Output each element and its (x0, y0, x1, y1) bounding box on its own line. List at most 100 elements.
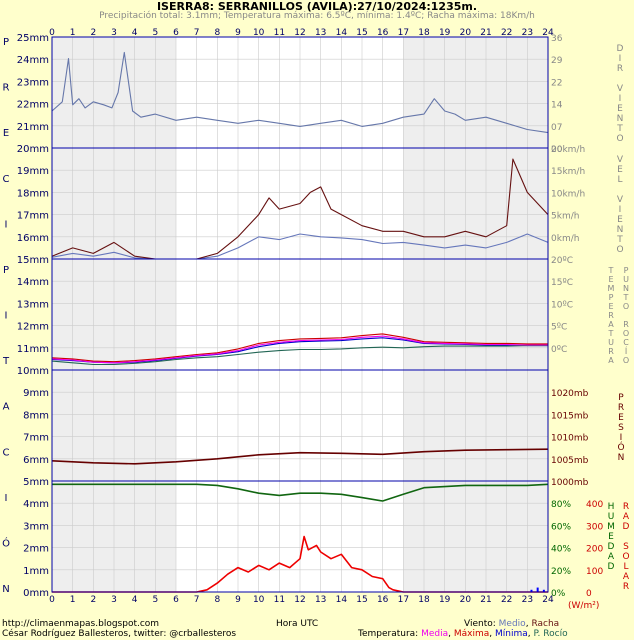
pressure-vertical-label-char: P (618, 393, 624, 403)
hour-tick-bottom: 22 (501, 595, 512, 605)
humidity-tick: 0% (551, 589, 566, 599)
hour-tick-bottom: 5 (152, 595, 158, 605)
mm-tick-label: 8mm (23, 410, 49, 421)
temp-tick: 20ºC (551, 256, 573, 266)
axis-labels: 0011223344556677889910101111121213131414… (2, 28, 630, 611)
solar-vertical-label-char: R (623, 502, 629, 512)
pressure-vertical-label-char: E (618, 413, 624, 423)
precip-letter: E (3, 128, 9, 139)
windspeed-vertical-label-char: E (617, 165, 623, 175)
grid (52, 37, 548, 592)
temp-vertical-label-char: P (609, 293, 614, 302)
wind-legend-medio: Medio (498, 619, 526, 629)
pressure-tick: 1005mb (551, 456, 589, 466)
hour-tick-top: 19 (439, 28, 451, 38)
weather-chart: 0011223344556677889910101111121213131414… (2, 28, 630, 611)
hour-tick-bottom: 16 (377, 595, 389, 605)
hour-tick-bottom: 3 (111, 595, 117, 605)
winddir-tick: 29 (551, 56, 563, 66)
hour-tick-bottom: 15 (356, 595, 367, 605)
dew-vertical-label-char: Í (625, 345, 628, 356)
hour-tick-top: 6 (173, 28, 179, 38)
winddir-vertical-label-char: R (617, 64, 623, 74)
windspeed-tick: 15km/h (551, 167, 585, 177)
solar-tick: 100 (586, 567, 603, 577)
wind-legend-racha: Racha (531, 619, 560, 629)
hour-tick-top: 7 (194, 28, 200, 38)
mm-tick-label: 18mm (17, 188, 49, 199)
windspeed-vertical-label-char: V (617, 155, 624, 165)
mm-tick-label: 15mm (17, 255, 49, 266)
winddir-vertical-label-char: D (617, 44, 624, 54)
windspeed-tick: 0km/h (551, 234, 579, 244)
hour-tick-bottom: 2 (90, 595, 96, 605)
hour-tick-bottom: 20 (460, 595, 472, 605)
windspeed-vertical-label-char: E (617, 215, 623, 225)
hour-tick-bottom: 19 (439, 595, 451, 605)
blog-link[interactable]: http://climaenmapas.blogspot.com (2, 619, 160, 629)
hour-tick-bottom: 11 (274, 595, 285, 605)
dew-vertical-label-char: O (623, 302, 629, 311)
hour-tick-top: 3 (111, 28, 117, 38)
hour-tick-bottom: 9 (235, 595, 241, 605)
series-temperature-media (51, 335, 548, 364)
solar-unit: (W/m²) (568, 601, 599, 611)
hour-tick-top: 18 (418, 28, 430, 38)
mm-tick-label: 11mm (17, 344, 49, 355)
hour-tick-top: 5 (152, 28, 158, 38)
precip-letter: I (5, 219, 8, 230)
solar-vertical-label-char: D (623, 522, 630, 532)
temp-vertical-label-char: T (608, 329, 614, 338)
windspeed-tick: 10km/h (551, 189, 585, 199)
hour-tick-top: 17 (398, 28, 409, 38)
pressure-vertical-label-char: N (618, 453, 625, 463)
hour-tick-top: 1 (70, 28, 76, 38)
hour-tick-top: 14 (336, 28, 348, 38)
mm-tick-label: 4mm (23, 499, 49, 510)
humidity-vertical-label-char: M (607, 522, 615, 532)
precip-letter: P (3, 37, 9, 48)
humidity-vertical-label-char: D (608, 542, 615, 552)
hour-tick-top: 15 (356, 28, 367, 38)
hour-tick-bottom: 7 (194, 595, 200, 605)
humidity-tick: 20% (551, 567, 571, 577)
solar-tick: 0 (586, 589, 592, 599)
precip-letter: Ó (2, 536, 10, 549)
precip-letter: P (3, 265, 9, 276)
mm-tick-label: 22mm (17, 100, 49, 111)
mm-tick-label: 9mm (23, 388, 49, 399)
temp-tick: 0ºC (551, 345, 567, 355)
winddir-tick: 36 (551, 34, 563, 44)
mm-tick-label: 3mm (23, 521, 49, 532)
hour-tick-top: 9 (235, 28, 241, 38)
dew-vertical-label-char: N (623, 284, 629, 293)
windspeed-vertical-label-char: N (617, 225, 624, 235)
dew-vertical-label-char: R (623, 320, 629, 329)
winddir-vertical-label-char: V (617, 84, 624, 94)
winddir-vertical-label-char: N (617, 114, 624, 124)
temp-vertical-label-char: T (608, 266, 614, 275)
solar-vertical-label-char: A (623, 572, 630, 582)
series-solar (52, 535, 548, 593)
humidity-vertical-label-char: H (608, 502, 615, 512)
dew-vertical-label-char: P (624, 266, 629, 275)
temp-legend-maxima: Máxima (453, 629, 490, 639)
mm-tick-label: 21mm (17, 122, 49, 133)
dew-vertical-label-char: C (623, 338, 629, 347)
precip-letter: A (3, 402, 10, 413)
mm-tick-label: 19mm (17, 166, 49, 177)
mm-tick-label: 20mm (17, 144, 49, 155)
humidity-vertical-label-char: E (608, 532, 614, 542)
hour-tick-bottom: 8 (214, 595, 220, 605)
temp-vertical-label-char: E (608, 302, 613, 311)
hour-tick-top: 11 (274, 28, 285, 38)
temp-vertical-label-char: U (608, 338, 614, 347)
temp-legend-sep-1: , (448, 629, 451, 639)
hour-tick-top: 8 (214, 28, 220, 38)
mm-tick-label: 5mm (23, 477, 49, 488)
plot-frame (51, 36, 549, 593)
